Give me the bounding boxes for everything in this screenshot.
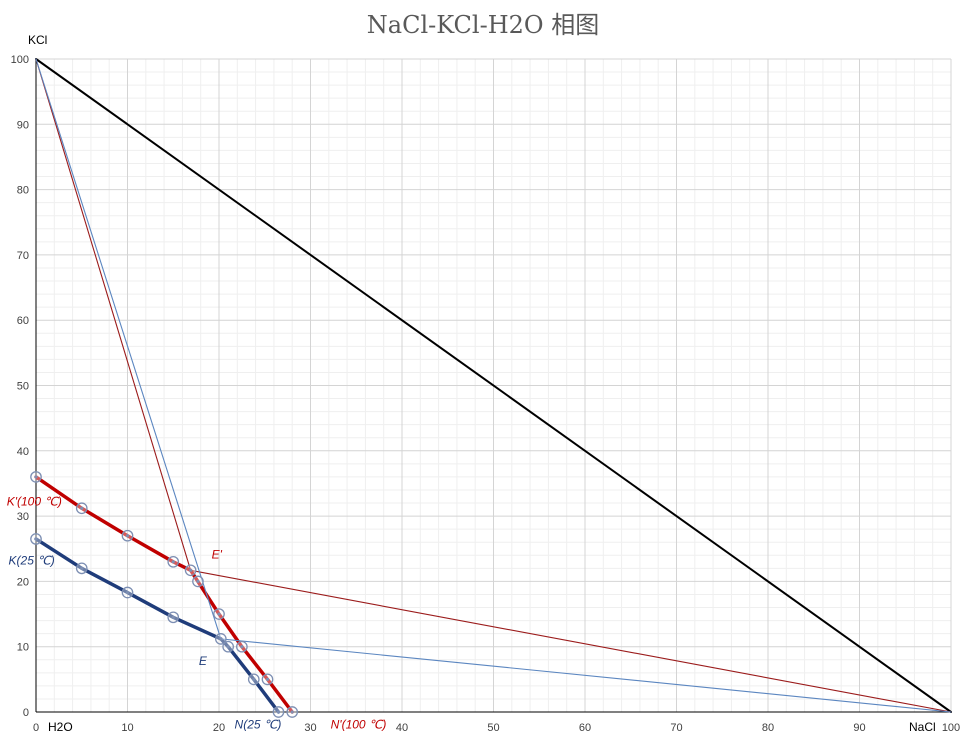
y-tick-labels: 0 10 20 30 40 50 60 70 80 90 100 [11, 54, 29, 719]
data-point-marker-center [125, 534, 130, 538]
y-tick-label: 100 [11, 54, 29, 66]
axes [35, 59, 951, 713]
data-point-marker-center [240, 645, 244, 649]
x-tick-label: 10 [121, 722, 133, 734]
data-point-marker-center [34, 537, 38, 541]
data-point-marker-center [252, 677, 256, 681]
data-point-marker-center [226, 645, 230, 649]
x-tick-labels: 0 10 20 30 40 50 60 70 80 90 100 [33, 722, 960, 734]
x-tick-label: 0 [33, 722, 39, 734]
y-tick-label: 0 [23, 707, 29, 719]
data-point-marker-center [290, 710, 294, 714]
y-tick-label: 40 [17, 446, 29, 458]
x-tick-label: 50 [487, 722, 499, 734]
data-point-marker-center [217, 612, 221, 616]
series-line-blue [34, 537, 281, 714]
series-line-black [35, 58, 952, 713]
data-point-marker-center [34, 475, 38, 479]
y-tick-label: 80 [17, 185, 29, 197]
annotation-label: E [199, 654, 208, 668]
x-tick-label: 70 [670, 722, 682, 734]
y-tick-label: 20 [17, 576, 29, 588]
y-axis-corner-label: KCl [28, 33, 47, 47]
data-point-marker-center [189, 568, 193, 572]
x-right-corner-label: NaCl [909, 720, 936, 734]
annotation-label: N(25 ℃) [235, 717, 282, 731]
annotation-label: E' [212, 548, 223, 562]
data-point-marker-center [80, 566, 84, 570]
y-tick-label: 10 [17, 642, 29, 654]
x-tick-label: 90 [853, 722, 865, 734]
x-tick-label: 100 [942, 722, 960, 734]
x-tick-label: 20 [213, 722, 225, 734]
annotation-layer: K'(100 ℃) K(25 ℃) E' E N(25 ℃) N'(100 ℃) [7, 495, 387, 732]
y-tick-label: 90 [17, 119, 29, 131]
data-point-marker-center [219, 637, 223, 641]
data-point-marker-center [276, 710, 281, 714]
annotation-label: K'(100 ℃) [7, 495, 62, 509]
x-tick-label: 40 [396, 722, 408, 734]
data-point-marker-center [80, 506, 84, 510]
chart-title: NaCl-KCl-H2O 相图 [367, 11, 599, 39]
data-point-marker-center [171, 560, 175, 564]
y-tick-label: 60 [17, 315, 29, 327]
y-tick-label: 70 [17, 250, 29, 262]
x-tick-label: 80 [762, 722, 774, 734]
annotation-label: N'(100 ℃) [331, 717, 387, 731]
data-point-marker-center [125, 590, 130, 595]
x-left-corner-label: H2O [48, 720, 73, 734]
data-point-marker-center [265, 677, 270, 681]
y-tick-label: 30 [17, 511, 29, 523]
x-tick-label: 60 [579, 722, 591, 734]
data-point-marker-center [171, 615, 175, 619]
x-tick-label: 30 [304, 722, 316, 734]
marker-layer [30, 471, 299, 718]
annotation-label: K(25 ℃) [9, 553, 55, 567]
y-tick-label: 50 [17, 381, 29, 393]
data-point-marker-center [196, 579, 200, 584]
